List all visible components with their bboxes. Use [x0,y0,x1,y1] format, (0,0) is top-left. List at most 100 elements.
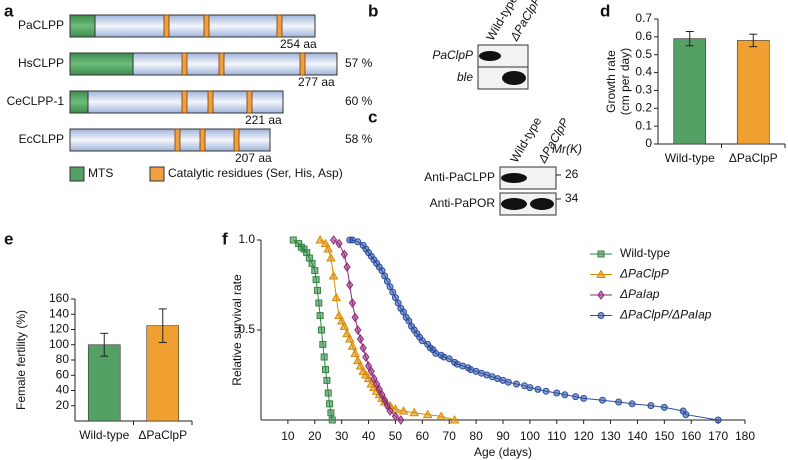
marker [335,238,343,249]
catalytic-residue [181,90,188,114]
marker [422,409,433,419]
y-tick-label: 0.2 [635,100,652,114]
y-tick-label: 0.7 [635,11,652,25]
mr-label: Mr(K) [552,142,582,156]
band [502,71,526,85]
marker [597,250,605,258]
protein-bar [69,128,271,152]
row-label: PaClpP [432,48,473,62]
band [530,198,554,210]
marker [405,317,413,325]
marker [378,267,386,275]
marker [418,337,426,345]
marker [375,384,383,395]
catalytic-residue [246,90,253,114]
marker [315,299,323,307]
x-tick-label: 90 [496,429,510,443]
marker [342,328,352,338]
marker [572,393,580,401]
marker [553,389,561,397]
marker [370,373,378,384]
mts-domain [69,90,89,114]
legend-text: MTS [88,166,113,180]
x-tick-label: 130 [601,429,621,443]
y-tick-label: 0.3 [635,83,652,97]
marker [323,376,331,384]
marker [344,333,355,343]
marker [512,380,520,388]
marker [367,366,375,377]
x-tick-label: 20 [308,429,322,443]
catalytic-residue [174,128,181,152]
y-tick-label: 40 [56,383,70,397]
mts-domain [69,14,96,38]
y-tick-label: 20 [56,398,70,412]
marker [378,389,386,400]
legend-swatch [69,166,85,182]
marker [328,416,336,424]
catalytic-residue [207,90,214,114]
x-tick-label: Wild-type [665,151,715,165]
marker [328,270,339,280]
marker [346,280,354,290]
marker [320,353,328,361]
marker [598,396,606,404]
marker [597,312,605,319]
marker [449,414,460,424]
marker [347,341,358,350]
y-tick-label: 0.6 [635,29,652,43]
y-tick-label: 0.1 [635,118,652,132]
x-axis-label: Age (days) [474,445,532,459]
marker [354,238,362,246]
marker-label: 26 [565,167,579,181]
panel-label: c [368,107,377,126]
marker [289,236,297,244]
x-tick-label: 60 [416,429,430,443]
protein-length: 254 aa [280,37,317,51]
x-tick-label: ΔPaClpP [729,151,778,165]
marker [386,283,394,291]
catalytic-residue [299,52,306,76]
marker [628,400,636,408]
protein-length: 277 aa [298,75,335,89]
marker [359,343,367,353]
x-tick-label: 160 [681,429,701,443]
y-tick-label: 0.5 [635,47,652,61]
marker [398,405,409,415]
y-axis-label: (cm per day) [618,48,632,115]
x-tick-label: Wild-type [79,428,129,442]
x-tick-label: 70 [443,429,457,443]
marker [318,326,325,334]
identity: 57 % [345,56,373,70]
marker [542,387,550,395]
band [479,51,501,61]
catalytic-residue [181,52,188,76]
bar [673,38,707,145]
marker [391,294,399,302]
marker [615,398,623,406]
panel-label: f [222,229,228,248]
marker [561,391,569,399]
legend-text: ΔPaIap [619,287,660,301]
panel-label: a [4,1,14,20]
y-axis-label: Female fertility (%) [14,310,28,410]
marker [597,290,605,300]
series-line [319,239,455,421]
marker [322,366,330,374]
marker [397,415,405,425]
marker [348,298,357,308]
marker [315,234,326,244]
x-tick-label: 80 [469,429,483,443]
row-label: Anti-PaPOR [430,196,496,210]
identity: 58 % [345,132,373,146]
y-tick-label: 0.4 [635,65,652,79]
marker [308,259,316,267]
marker [383,400,392,411]
protein-name: EcCLPP [19,132,64,146]
marker [334,310,344,320]
legend-text: Wild-type [620,246,670,260]
marker [343,262,351,272]
marker [356,334,365,344]
marker [714,416,722,424]
